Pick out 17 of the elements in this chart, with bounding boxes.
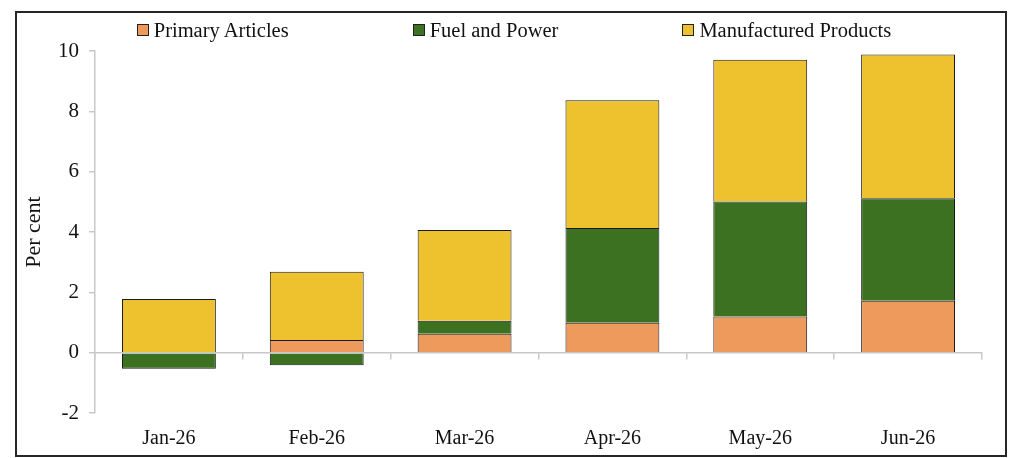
x-tick-label: Mar-26: [434, 425, 495, 448]
y-tick-label: 10: [58, 37, 79, 62]
y-tick-label: 0: [68, 339, 79, 364]
x-tick-label: Feb-26: [288, 425, 346, 448]
x-tick-label: Apr-26: [583, 425, 642, 449]
y-tick-label: 4: [68, 218, 80, 243]
y-tick-label: 2: [68, 278, 79, 303]
legend-label: Manufactured Products: [699, 18, 892, 42]
legend-label: Fuel and Power: [429, 18, 559, 42]
x-tick-label: Jan-26: [142, 425, 196, 448]
y-tick-label: 6: [68, 158, 79, 183]
x-tick-label: May-26: [728, 425, 792, 449]
y-axis-title: Per cent: [19, 196, 45, 268]
x-tick-label: Jun-26: [880, 425, 936, 448]
y-tick-label: 8: [68, 97, 79, 122]
legend-label: Primary Articles: [153, 18, 289, 42]
y-tick-label: -2: [61, 399, 79, 424]
